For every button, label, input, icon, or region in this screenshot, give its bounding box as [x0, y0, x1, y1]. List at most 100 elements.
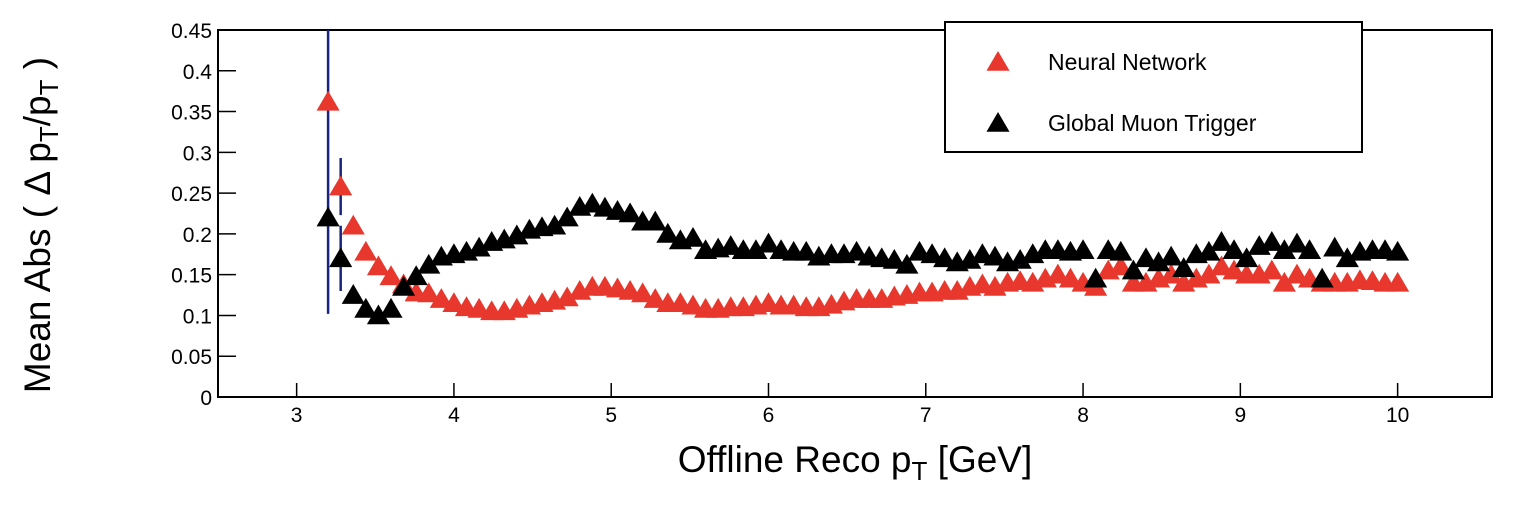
- legend-box: [944, 21, 1363, 153]
- y-tick-label: 0.3: [183, 142, 212, 165]
- marker: [1209, 231, 1234, 251]
- marker: [366, 304, 390, 325]
- marker: [1046, 263, 1070, 284]
- marker: [543, 214, 567, 235]
- marker: [1222, 239, 1246, 259]
- marker: [1134, 247, 1158, 268]
- x-tick-label: 5: [605, 404, 617, 427]
- marker: [794, 240, 818, 261]
- marker: [756, 232, 781, 253]
- axis-label-part: T: [912, 456, 928, 486]
- legend-label: Global Muon Trigger: [1048, 110, 1257, 136]
- marker: [379, 297, 403, 318]
- marker: [316, 90, 340, 111]
- marker: [1197, 240, 1221, 261]
- marker: [580, 192, 604, 213]
- marker: [618, 202, 642, 223]
- marker: [354, 297, 378, 318]
- marker: [845, 240, 869, 261]
- marker: [341, 214, 365, 235]
- marker: [1335, 247, 1359, 268]
- marker: [1386, 240, 1410, 261]
- x-tick-label: 6: [763, 404, 775, 427]
- marker: [1058, 267, 1083, 288]
- x-tick-label: 3: [291, 404, 303, 427]
- marker: [719, 235, 743, 255]
- axis-label-part: Offline Reco p: [678, 439, 912, 480]
- marker: [366, 255, 390, 276]
- marker: [593, 196, 617, 217]
- marker: [681, 294, 705, 315]
- marker: [920, 243, 944, 264]
- marker: [933, 247, 957, 268]
- marker: [379, 265, 403, 286]
- y-tick-label: 0.2: [183, 224, 212, 247]
- marker: [882, 248, 906, 269]
- y-tick-label: 0.25: [171, 183, 212, 206]
- marker: [1159, 263, 1183, 284]
- marker: [983, 245, 1007, 266]
- marker: [392, 275, 416, 296]
- y-tick-label: 0.05: [171, 346, 212, 369]
- marker: [555, 206, 579, 227]
- marker: [467, 236, 491, 257]
- marker: [1197, 263, 1221, 284]
- marker: [643, 210, 667, 231]
- y-tick-label: 0: [200, 387, 212, 410]
- legend-marker: [986, 51, 1010, 71]
- marker: [1260, 231, 1284, 251]
- marker: [1209, 255, 1234, 276]
- y-tick-label: 0.15: [171, 265, 212, 288]
- marker: [555, 286, 579, 307]
- x-tick-label: 8: [1077, 404, 1089, 427]
- x-tick-label: 7: [920, 404, 932, 427]
- y-tick-label: 0.35: [171, 102, 212, 125]
- legend-marker: [986, 112, 1010, 132]
- marker: [1298, 239, 1322, 259]
- marker: [316, 206, 340, 227]
- marker: [1071, 239, 1095, 259]
- marker: [1109, 240, 1133, 261]
- marker: [429, 288, 453, 308]
- x-tick-label: 10: [1386, 404, 1409, 427]
- marker: [404, 265, 428, 286]
- marker: [1235, 247, 1259, 268]
- plot-frame: [217, 29, 1493, 398]
- marker: [958, 248, 982, 269]
- marker: [1285, 263, 1309, 284]
- marker: [354, 240, 378, 261]
- axis-label-part: T: [34, 126, 64, 142]
- marker: [1121, 259, 1145, 280]
- axis-label-part: T: [34, 79, 64, 95]
- marker: [1272, 271, 1296, 292]
- marker: [1172, 257, 1196, 277]
- marker: [417, 253, 441, 274]
- ylabel-title: Mean Abs ( Δ pT/pT ): [17, 57, 64, 393]
- marker: [631, 282, 655, 303]
- legend-label: Neural Network: [1048, 49, 1207, 75]
- marker: [1272, 239, 1296, 259]
- marker: [1109, 255, 1133, 276]
- marker: [1260, 259, 1284, 280]
- axis-label-part: /p: [17, 95, 58, 126]
- marker: [1386, 271, 1410, 292]
- marker: [643, 288, 667, 308]
- marker: [1159, 245, 1183, 266]
- marker: [1008, 248, 1032, 269]
- marker: [895, 253, 919, 274]
- marker: [656, 222, 680, 243]
- marker: [505, 224, 529, 245]
- y-tick-label: 0.45: [171, 20, 212, 43]
- axis-label-part: ): [17, 57, 58, 80]
- marker: [1310, 267, 1334, 288]
- marker: [329, 247, 353, 268]
- marker: [442, 292, 466, 313]
- marker: [341, 284, 365, 304]
- y-tick-label: 0.1: [183, 305, 212, 328]
- marker: [329, 175, 353, 196]
- x-tick-label: 9: [1235, 404, 1247, 427]
- marker: [1147, 251, 1171, 272]
- marker: [681, 226, 705, 247]
- axis-label-part: [GeV]: [927, 439, 1032, 480]
